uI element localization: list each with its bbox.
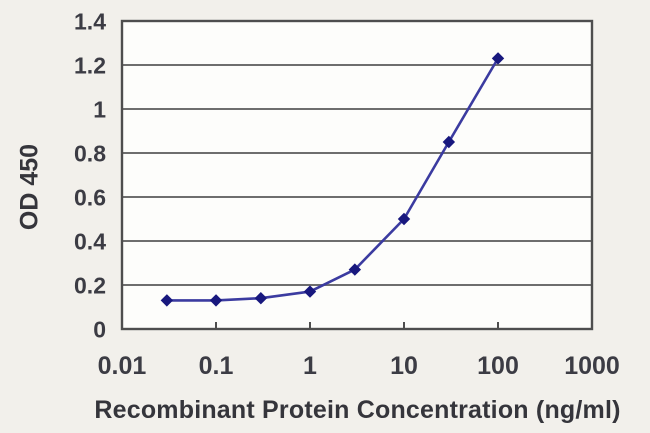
data-point <box>491 52 505 65</box>
y-tick-label: 0.6 <box>74 185 106 211</box>
data-point <box>160 294 174 307</box>
data-point <box>442 135 456 149</box>
y-tick-label: 1.4 <box>74 9 106 35</box>
x-tick-label: 1 <box>303 352 317 380</box>
y-tick-label: 0.4 <box>74 229 106 255</box>
x-tick-label: 100 <box>477 352 519 380</box>
data-point <box>254 291 268 305</box>
x-axis-title: Recombinant Protein Concentration (ng/ml… <box>94 396 621 424</box>
data-point <box>303 285 317 298</box>
x-tick-label: 1000 <box>564 352 620 380</box>
plot-frame <box>120 19 594 331</box>
y-tick-label: 1 <box>93 97 106 123</box>
data-line <box>166 57 500 302</box>
plot-area <box>122 21 592 329</box>
data-point <box>209 294 223 307</box>
x-tick-label: 0.01 <box>98 352 147 380</box>
data-point <box>348 263 362 276</box>
data-point <box>397 212 411 226</box>
y-tick-label: 1.2 <box>74 53 106 79</box>
y-tick-label: 0.8 <box>74 141 106 167</box>
x-tick-label: 10 <box>390 352 418 380</box>
y-axis-title: OD 450 <box>15 143 44 231</box>
y-tick-label: 0 <box>93 317 106 343</box>
x-tick-label: 0.1 <box>199 352 234 380</box>
y-tick-label: 0.2 <box>74 273 106 299</box>
